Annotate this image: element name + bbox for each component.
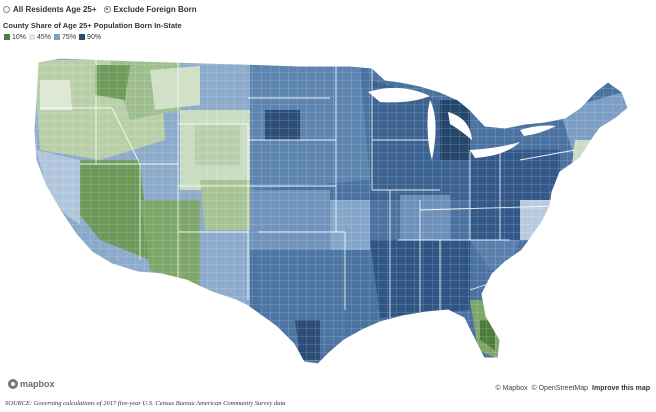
map-title: County Share of Age 25+ Population Born …	[3, 21, 182, 30]
legend-swatch	[78, 33, 87, 41]
legend-item-45: 45%	[28, 33, 51, 41]
osm-attribution-link[interactable]: © OpenStreetMap	[531, 385, 589, 392]
radio-unchecked-icon[interactable]	[3, 5, 10, 13]
option-exclude-foreign-born-label: Exclude Foreign Born	[113, 4, 197, 14]
map-attribution: © Mapbox © OpenStreetMap Improve this ma…	[495, 385, 650, 392]
legend-swatch	[28, 33, 37, 41]
option-all-residents-label: All Residents Age 25+	[13, 4, 97, 14]
state-borders	[40, 60, 576, 318]
choropleth-map[interactable]	[0, 44, 656, 394]
legend-label: 75%	[62, 33, 77, 41]
legend-swatch	[3, 33, 11, 41]
option-exclude-foreign-born[interactable]: Exclude Foreign Born	[103, 4, 197, 14]
mapbox-logo[interactable]: mapbox	[8, 379, 55, 389]
legend-swatch	[53, 33, 62, 41]
improve-map-link[interactable]: Improve this map	[592, 385, 650, 392]
us-outline	[33, 57, 629, 365]
legend-label: 10%	[12, 33, 27, 41]
mapbox-logo-text: mapbox	[20, 379, 55, 389]
legend-item-90: 90%	[78, 33, 101, 41]
mapbox-attribution-link[interactable]: © Mapbox	[495, 385, 528, 392]
great-lakes	[368, 87, 556, 160]
legend: 10% 45% 75% 90%	[3, 33, 103, 41]
legend-label: 90%	[87, 33, 102, 41]
legend-item-75: 75%	[53, 33, 76, 41]
source-note: SOURCE: Governing calculations of 2017 f…	[5, 400, 286, 407]
population-toggle: All Residents Age 25+ Exclude Foreign Bo…	[3, 3, 204, 15]
radio-checked-icon[interactable]	[103, 5, 111, 13]
legend-label: 45%	[37, 33, 52, 41]
option-all-residents[interactable]: All Residents Age 25+	[3, 5, 97, 14]
county-fill-layer	[34, 58, 628, 364]
mapbox-logo-icon	[8, 379, 18, 389]
legend-item-10: 10%	[3, 33, 26, 41]
